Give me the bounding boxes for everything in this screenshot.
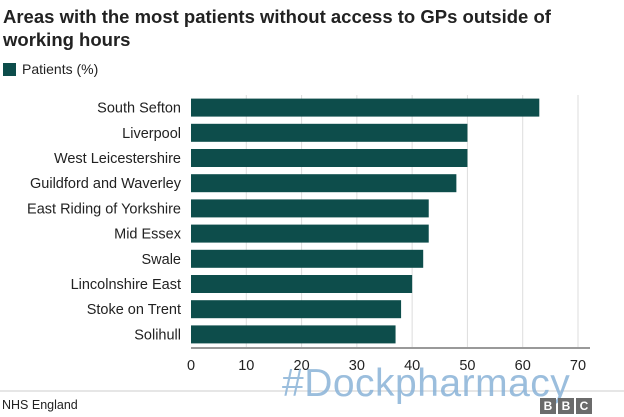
category-label-5: Mid Essex xyxy=(114,227,182,243)
x-tick-label-20: 20 xyxy=(294,358,310,374)
bar-9 xyxy=(191,325,396,344)
logo-letter-b2: B xyxy=(558,398,574,414)
x-tick-label-40: 40 xyxy=(404,358,420,374)
category-label-8: Stoke on Trent xyxy=(87,302,181,318)
x-tick-label-50: 50 xyxy=(459,358,475,374)
logo-letter-b1: B xyxy=(540,398,556,414)
bar-6 xyxy=(191,249,424,268)
x-tick-label-10: 10 xyxy=(238,358,254,374)
source-note: NHS England xyxy=(2,398,78,412)
category-label-6: Swale xyxy=(142,252,182,268)
x-tick-label-0: 0 xyxy=(187,358,195,374)
x-tick-label-30: 30 xyxy=(349,358,365,374)
legend: Patients (%) xyxy=(3,59,98,79)
bar-2 xyxy=(191,149,468,167)
bar-4 xyxy=(191,199,429,218)
bar-8 xyxy=(191,300,402,319)
bar-3 xyxy=(191,174,457,193)
logo-letter-c: C xyxy=(576,398,592,414)
bar-7 xyxy=(191,275,413,293)
bar-1 xyxy=(191,123,468,142)
category-label-1: Liverpool xyxy=(122,126,181,142)
watermark: #Dockpharmacy xyxy=(282,362,571,405)
x-tick-label-60: 60 xyxy=(515,358,531,374)
category-label-9: Solihull xyxy=(134,327,181,343)
category-label-7: Lincolnshire East xyxy=(71,277,181,293)
category-label-0: South Sefton xyxy=(97,101,181,117)
category-label-2: West Leicestershire xyxy=(54,151,181,167)
bbc-logo: B B C xyxy=(540,398,592,414)
bar-5 xyxy=(191,224,429,243)
bar-0 xyxy=(191,98,540,117)
legend-swatch xyxy=(3,62,16,76)
category-label-3: Guildford and Waverley xyxy=(30,176,182,192)
x-tick-label-70: 70 xyxy=(570,358,586,374)
chart-title: Areas with the most patients without acc… xyxy=(3,6,551,50)
legend-label: Patients (%) xyxy=(22,61,99,77)
category-label-4: East Riding of Yorkshire xyxy=(27,201,181,217)
